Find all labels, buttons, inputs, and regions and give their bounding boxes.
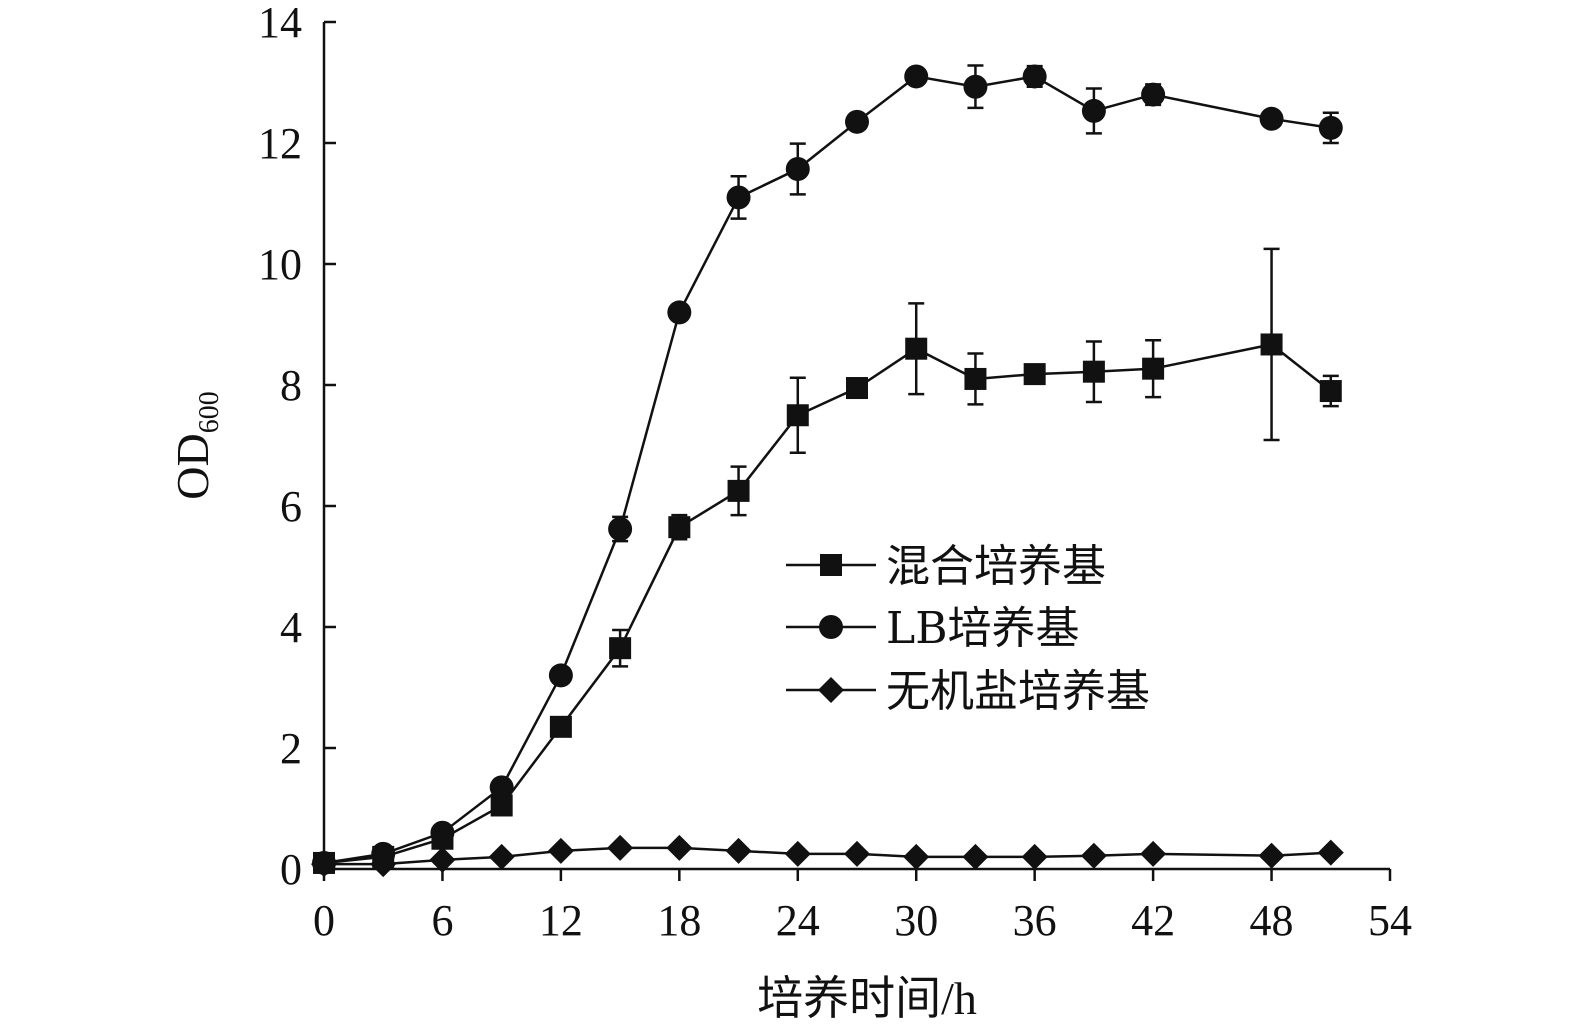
x-tick-label: 0 bbox=[313, 896, 335, 945]
data-point bbox=[1022, 64, 1047, 89]
data-point bbox=[1259, 106, 1284, 131]
y-tick-label: 8 bbox=[280, 361, 302, 410]
data-point bbox=[311, 851, 337, 878]
data-point bbox=[488, 843, 515, 870]
data-point bbox=[786, 404, 809, 427]
legend-item-3: 无机盐培养基 bbox=[786, 666, 1150, 717]
legend-marker bbox=[819, 615, 843, 639]
legend-item-2: LB培养基 bbox=[786, 603, 1080, 654]
legend-label: LB培养基 bbox=[886, 603, 1080, 654]
data-point bbox=[429, 846, 456, 873]
y-tick-label: 6 bbox=[280, 482, 302, 531]
data-point bbox=[785, 157, 810, 182]
data-point bbox=[668, 516, 691, 539]
data-point bbox=[904, 64, 929, 89]
data-point bbox=[1260, 333, 1283, 356]
data-point bbox=[1140, 840, 1167, 867]
y-tick-label: 14 bbox=[258, 0, 302, 47]
data-point bbox=[962, 843, 989, 870]
y-tick-label: 0 bbox=[280, 845, 302, 894]
data-point bbox=[1258, 842, 1285, 869]
y-tick-label: 4 bbox=[280, 603, 302, 652]
legend-item-1: 混合培养基 bbox=[786, 541, 1106, 592]
data-point bbox=[727, 479, 750, 502]
x-tick-label: 12 bbox=[539, 896, 583, 945]
data-point bbox=[430, 820, 455, 845]
legend-marker bbox=[818, 677, 844, 703]
series-layer bbox=[311, 64, 1344, 878]
data-point bbox=[1080, 842, 1107, 869]
data-point bbox=[844, 840, 870, 867]
y-axis-title-subscript: 600 bbox=[194, 391, 225, 433]
data-point bbox=[725, 837, 752, 864]
x-tick-label: 30 bbox=[894, 896, 938, 945]
data-point bbox=[609, 637, 632, 660]
series-line bbox=[323, 75, 1331, 865]
data-point bbox=[666, 834, 693, 861]
data-point bbox=[1023, 363, 1046, 386]
x-tick-label: 24 bbox=[776, 896, 820, 945]
data-point bbox=[1318, 115, 1343, 140]
data-point bbox=[846, 377, 868, 400]
legend-label: 无机盐培养基 bbox=[886, 666, 1150, 717]
data-point bbox=[1319, 380, 1342, 403]
data-point bbox=[667, 300, 692, 325]
data-point bbox=[1142, 357, 1165, 380]
x-tick-label: 36 bbox=[1013, 896, 1057, 945]
data-point bbox=[1021, 843, 1048, 870]
data-point bbox=[903, 843, 930, 870]
series-line bbox=[324, 846, 1331, 866]
x-tick-label: 48 bbox=[1250, 896, 1294, 945]
data-point bbox=[964, 367, 987, 390]
data-point bbox=[1317, 839, 1344, 866]
legend-label: 混合培养基 bbox=[886, 541, 1106, 592]
data-point bbox=[547, 837, 574, 864]
data-point bbox=[490, 794, 513, 817]
x-tick-label: 6 bbox=[431, 896, 453, 945]
data-point bbox=[963, 74, 988, 99]
data-point bbox=[607, 834, 634, 861]
y-tick-label: 10 bbox=[258, 240, 302, 289]
data-point bbox=[1141, 82, 1166, 107]
series-1 bbox=[313, 247, 1342, 874]
x-tick-label: 54 bbox=[1368, 896, 1412, 945]
legend-marker bbox=[820, 554, 842, 576]
y-tick-label: 12 bbox=[258, 119, 302, 168]
x-axis-title: 培养时间/h bbox=[757, 973, 977, 1024]
data-point bbox=[784, 840, 811, 867]
data-point bbox=[845, 109, 869, 134]
y-axis-title: OD600 bbox=[167, 391, 225, 499]
x-tick-label: 42 bbox=[1131, 896, 1175, 945]
data-point bbox=[548, 663, 573, 688]
series-3 bbox=[311, 834, 1344, 878]
series-2 bbox=[312, 64, 1343, 875]
data-point bbox=[726, 185, 751, 210]
x-tick-label: 18 bbox=[657, 896, 701, 945]
y-axis-title-main: OD bbox=[167, 433, 218, 499]
y-tick-label: 2 bbox=[280, 724, 302, 773]
data-point bbox=[549, 715, 572, 738]
data-point bbox=[370, 851, 397, 878]
data-point bbox=[905, 337, 928, 360]
data-point bbox=[1082, 360, 1105, 383]
svg-text:OD600: OD600 bbox=[167, 391, 225, 499]
data-point bbox=[1081, 98, 1106, 123]
data-point bbox=[489, 775, 514, 800]
data-point bbox=[608, 516, 633, 541]
series-line bbox=[323, 343, 1332, 865]
